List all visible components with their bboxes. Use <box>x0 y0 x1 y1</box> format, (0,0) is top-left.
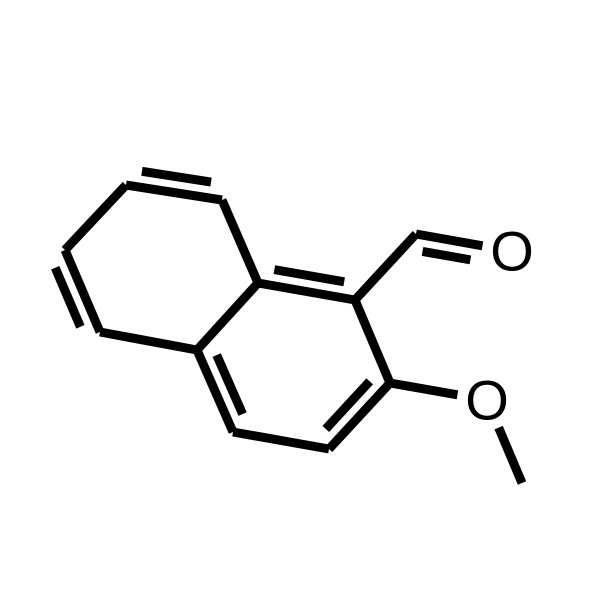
bond <box>65 250 100 332</box>
bond <box>65 185 126 250</box>
bond <box>233 432 329 449</box>
molecule-diagram: OO <box>0 0 600 600</box>
bond <box>326 381 370 429</box>
bond <box>100 332 197 350</box>
bond <box>390 383 457 395</box>
bond <box>355 300 390 383</box>
atom-label-o: O <box>465 369 509 432</box>
atom-label-o: O <box>490 220 534 283</box>
bond <box>423 251 471 259</box>
bond <box>499 428 522 483</box>
bond <box>126 185 222 200</box>
bond <box>197 283 258 350</box>
bond <box>416 234 482 246</box>
bond <box>142 171 211 182</box>
bond <box>222 200 258 283</box>
bond <box>274 270 344 282</box>
bond <box>355 234 416 300</box>
